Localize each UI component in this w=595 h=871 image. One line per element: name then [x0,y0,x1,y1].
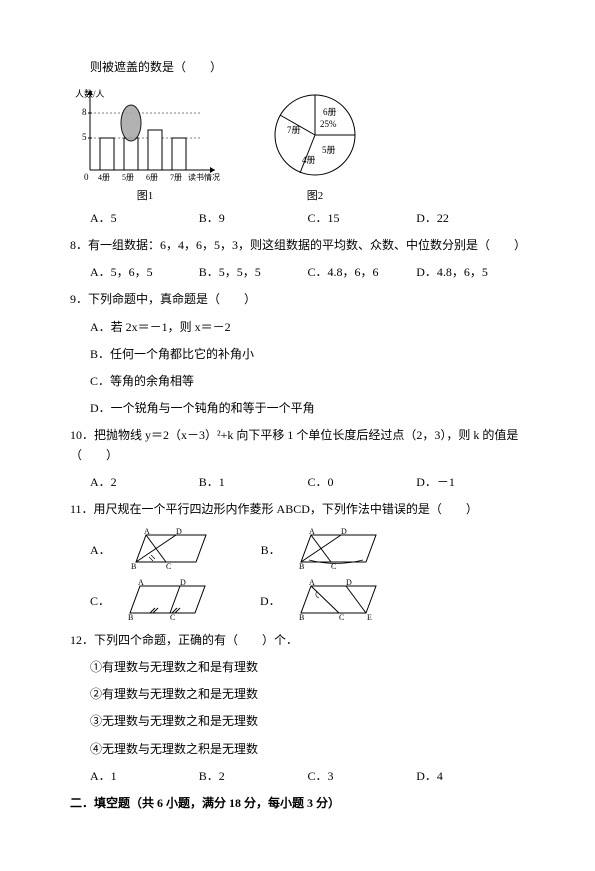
q11-diagram-c: A D B C [120,578,210,623]
q10-opt-d: D．－1 [416,473,525,490]
q7-opt-c: C．15 [308,209,417,226]
q8-opt-d: D．4.8，6，5 [416,263,525,280]
svg-text:5册: 5册 [122,173,134,182]
svg-text:E: E [367,613,372,622]
svg-text:读书情况: 读书情况 [188,172,220,182]
q8: 8．有一组数据：6，4，6，5，3，则这组数据的平均数、众数、中位数分别是（ ） [70,236,525,255]
q11-diagram-d: A D B C E [291,578,381,623]
q7-opt-b: B．9 [199,209,308,226]
q11-label-b: B． [261,541,281,558]
q11-row2: C． A D B C D． A D B C E [90,578,525,623]
chart1-caption: 图1 [70,187,220,203]
q11-label-a: A． [90,541,111,558]
q9: 9．下列命题中，真命题是（ ） [70,290,525,309]
q10-options: A．2 B．1 C．0 D．－1 [90,473,525,490]
bar-chart-container: 人数/人 8 5 0 4册 5册 6册 7册 读书情况 图1 [70,85,220,203]
svg-text:B: B [299,562,304,571]
q12-stmt-1: ①有理数与无理数之和是有理数 [90,658,525,677]
svg-text:6册: 6册 [146,173,158,182]
section2-title: 二．填空题（共 6 小题，满分 18 分，每小题 3 分） [70,794,525,813]
svg-text:A: A [138,578,144,587]
svg-text:8: 8 [82,107,87,117]
q7-options: A．5 B．9 C．15 D．22 [90,209,525,226]
q8-options: A．5，6，5 B．5，5，5 C．4.8，6，6 D．4.8，6，5 [90,263,525,280]
q7-intro: 则被遮盖的数是（ ） [90,58,525,77]
q11-diagram-b: A D B C [291,527,381,572]
svg-text:C: C [339,613,344,622]
svg-text:D: D [180,578,186,587]
q9-opt-a: A．若 2x＝－1，则 x＝－2 [90,318,525,337]
q11-pair-a: A． A D B C [90,527,211,572]
q9-opt-b: B．任何一个角都比它的补角小 [90,345,525,364]
q12-stmt-2: ②有理数与无理数之和是无理数 [90,685,525,704]
q8-opt-a: A．5，6，5 [90,263,199,280]
svg-text:B: B [128,613,133,622]
q9-opt-c: C．等角的余角相等 [90,372,525,391]
svg-text:4册: 4册 [302,155,316,165]
svg-text:A: A [144,527,150,536]
svg-text:B: B [299,613,304,622]
svg-text:A: A [309,578,315,587]
q11-pair-c: C． A D B C [90,578,210,623]
svg-text:7册: 7册 [170,173,182,182]
svg-text:5: 5 [82,132,87,142]
q11-pair-d: D． A D B C E [260,578,381,623]
q12-opt-d: D．4 [416,767,525,784]
svg-text:D: D [346,578,352,587]
q12-opt-c: C．3 [308,767,417,784]
q12-stmt-3: ③无理数与无理数之和是无理数 [90,712,525,731]
svg-text:5册: 5册 [322,145,336,155]
q11-row1: A． A D B C B． A D B C [90,527,525,572]
svg-text:人数/人: 人数/人 [75,88,105,99]
pie-chart-container: 6册 25% 7册 5册 4册 图2 [260,85,370,203]
svg-text:4册: 4册 [98,173,110,182]
q12-stmt-4: ④无理数与无理数之积是无理数 [90,740,525,759]
q10-opt-c: C．0 [308,473,417,490]
q11-label-d: D． [260,592,281,609]
q8-opt-b: B．5，5，5 [199,263,308,280]
svg-text:6册: 6册 [323,107,337,117]
q10-opt-a: A．2 [90,473,199,490]
q12-opt-b: B．2 [199,767,308,784]
q9-opt-d: D．一个锐角与一个钝角的和等于一个平角 [90,399,525,418]
bar-chart: 人数/人 8 5 0 4册 5册 6册 7册 读书情况 [70,85,220,185]
svg-text:C: C [170,613,175,622]
svg-text:25%: 25% [320,119,337,129]
q11-pair-b: B． A D B C [261,527,381,572]
svg-text:0: 0 [84,172,89,182]
svg-text:A: A [309,527,315,536]
q11-diagram-a: A D B C [121,527,211,572]
chart2-caption: 图2 [260,187,370,203]
svg-text:7册: 7册 [287,125,301,135]
q7-opt-d: D．22 [416,209,525,226]
charts: 人数/人 8 5 0 4册 5册 6册 7册 读书情况 图1 [70,85,525,203]
svg-text:B: B [131,562,136,571]
q12-opt-a: A．1 [90,767,199,784]
q11: 11．用尺规在一个平行四边形内作菱形 ABCD，下列作法中错误的是（ ） [70,500,525,519]
q12: 12．下列四个命题，正确的有（ ）个． [70,631,525,650]
svg-text:D: D [341,527,347,536]
q8-opt-c: C．4.8，6，6 [308,263,417,280]
svg-text:D: D [176,527,182,536]
q12-options: A．1 B．2 C．3 D．4 [90,767,525,784]
pie-chart: 6册 25% 7册 5册 4册 [260,85,370,185]
q11-label-c: C． [90,592,110,609]
q10: 10．把抛物线 y＝2（x－3）²+k 向下平移 1 个单位长度后经过点（2，3… [70,426,525,464]
q10-opt-b: B．1 [199,473,308,490]
svg-text:C: C [166,562,171,571]
q7-opt-a: A．5 [90,209,199,226]
